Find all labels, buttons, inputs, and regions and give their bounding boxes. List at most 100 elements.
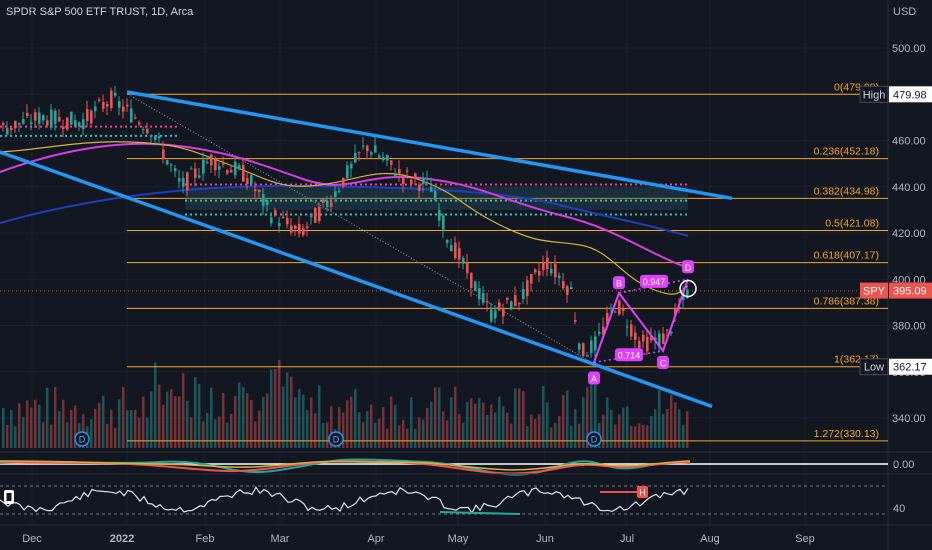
candle-body [522,289,525,299]
volume-bar [118,399,121,448]
x-tick-label: 2022 [110,533,134,545]
candle-body [334,191,337,198]
candle-body [306,226,309,228]
candle-body [122,106,125,112]
trend-diagonal [127,93,593,363]
volume-bar [278,359,281,448]
candle-body [258,190,261,193]
candle-body [530,274,533,284]
volume-bar [682,425,685,448]
candle-body [294,225,297,229]
candle-body [486,301,489,303]
volume-bar [510,423,513,448]
candle-body [574,319,577,322]
volume-bar [582,397,585,448]
x-tick-label: May [448,533,469,545]
candle-body [210,154,213,166]
candle-body [178,178,181,182]
candle-body [458,248,461,260]
volume-bar [398,425,401,448]
volume-bar [642,424,645,448]
candle-body [526,280,529,297]
volume-bar [390,396,393,448]
candle-body [454,242,457,259]
candle-body [410,179,413,185]
volume-bar [462,422,465,448]
price-label-value-box [889,282,932,299]
volume-bar [474,403,477,448]
candle-body [90,110,93,124]
harmonic-point-badge [682,260,694,274]
volume-bar [170,389,173,448]
candle-body [462,258,465,264]
volume-bar [142,396,145,448]
candle-body [634,332,637,340]
candle-body [538,270,541,276]
candle-body [86,109,89,122]
volume-bar [478,398,481,448]
candle-body [438,209,441,221]
candle-body [190,168,193,170]
volume-bar [318,385,321,448]
candle-body [662,333,665,344]
candle-body [242,165,245,182]
candle-body [542,262,545,271]
candle-body [246,178,249,184]
candle-body [170,164,173,166]
volume-bar [450,397,453,448]
candle-body [102,101,105,109]
candle-body [314,208,317,223]
x-tick-label: Jun [536,533,554,545]
volume-bar [226,422,229,448]
candle-body [622,309,625,312]
price-label-value: 362.17 [893,362,927,374]
volume-bar [270,369,273,448]
oscillator1-value-box [889,457,932,472]
volume-bar [90,419,93,448]
candle-body [78,122,81,127]
candle-body [650,335,653,341]
candle-body [602,326,605,335]
harmonic-point-label: A [591,374,597,384]
candle-body [506,297,509,300]
candle-body [270,217,273,224]
volume-bar [530,414,533,448]
volume-bar [230,414,233,448]
candle-body [402,177,405,184]
harmonic-point-badge [657,355,669,369]
candlesticks [2,85,689,358]
volume-bar [158,384,161,448]
volume-bar [82,414,85,448]
fib-level-label: 0.618(407.17) [814,250,879,262]
y-tick-label: 340.00 [892,413,926,425]
volume-bar [70,409,73,448]
volume-bar [526,426,529,448]
candle-body [290,225,293,233]
volume-bar [194,377,197,448]
volume-bar [222,392,225,448]
volume-bar [266,393,269,448]
volume-bar [94,408,97,448]
candle-body [182,177,185,187]
volume-bar [618,414,621,448]
volume-bar [594,384,597,448]
volume-bar [674,402,677,448]
volume-bar [106,423,109,448]
candle-body [310,213,313,218]
dividend-marker [74,431,90,447]
volume-bar [406,428,409,448]
volume-bar [486,414,489,448]
volume-bar [522,391,525,448]
candle-body [606,312,609,325]
price-label-tag [859,358,889,376]
candle-body [6,128,9,135]
volume-bar [606,397,609,448]
dividend-marker [586,431,602,447]
volume-bar [66,422,69,448]
candle-body [218,166,221,170]
volume-bar [22,417,25,448]
volume-bar [626,406,629,448]
volume-bar [338,406,341,448]
volume-bar [98,402,101,448]
